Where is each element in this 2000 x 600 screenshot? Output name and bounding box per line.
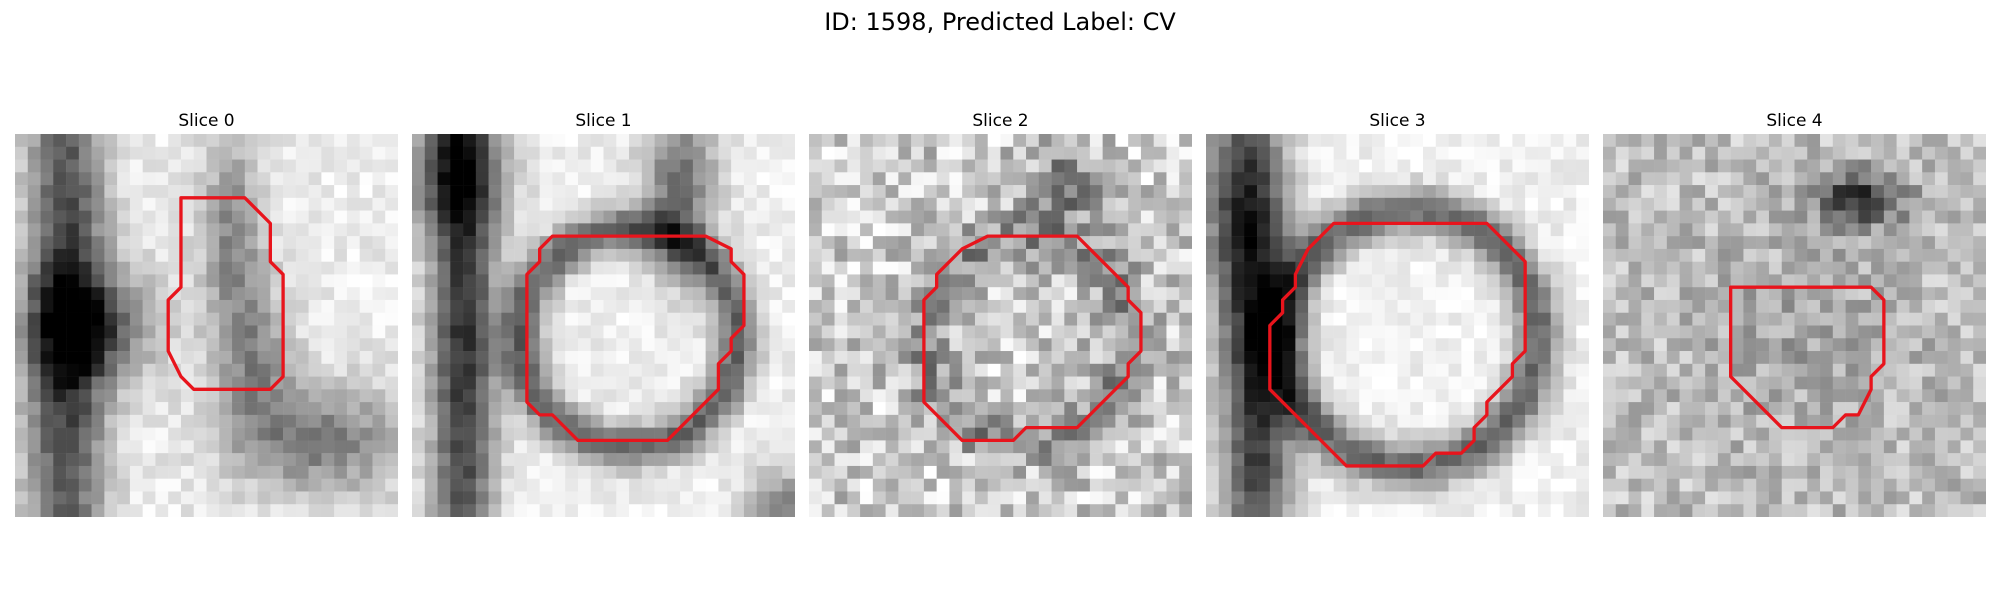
slice-panel-0: Slice 0 xyxy=(15,108,398,517)
segmentation-contour xyxy=(922,234,1143,443)
figure-title: ID: 1598, Predicted Label: CV xyxy=(824,8,1176,36)
segmentation-contour xyxy=(166,196,285,391)
slice-image xyxy=(809,134,1192,517)
slice-image xyxy=(1206,134,1589,517)
slice-panel-2: Slice 2 xyxy=(809,108,1192,517)
slice-title: Slice 3 xyxy=(1369,111,1426,131)
slice-title: Slice 4 xyxy=(1766,111,1823,131)
slice-image xyxy=(412,134,795,517)
pixel-grid xyxy=(15,134,398,517)
pixel-grid xyxy=(1603,134,1986,517)
slice-title: Slice 0 xyxy=(178,111,235,131)
pixel-grid xyxy=(412,134,795,517)
slice-panel-4: Slice 4 xyxy=(1603,108,1986,517)
slice-panel-3: Slice 3 xyxy=(1206,108,1589,517)
segmentation-contour xyxy=(1729,285,1886,430)
pixel-grid xyxy=(1206,134,1589,517)
pixel-grid xyxy=(809,134,1192,517)
slice-title: Slice 2 xyxy=(972,111,1029,131)
slice-title: Slice 1 xyxy=(575,111,632,131)
slice-image xyxy=(1603,134,1986,517)
segmentation-contour xyxy=(525,234,746,443)
slice-image xyxy=(15,134,398,517)
segmentation-contour xyxy=(1268,221,1527,468)
slice-panel-1: Slice 1 xyxy=(412,108,795,517)
